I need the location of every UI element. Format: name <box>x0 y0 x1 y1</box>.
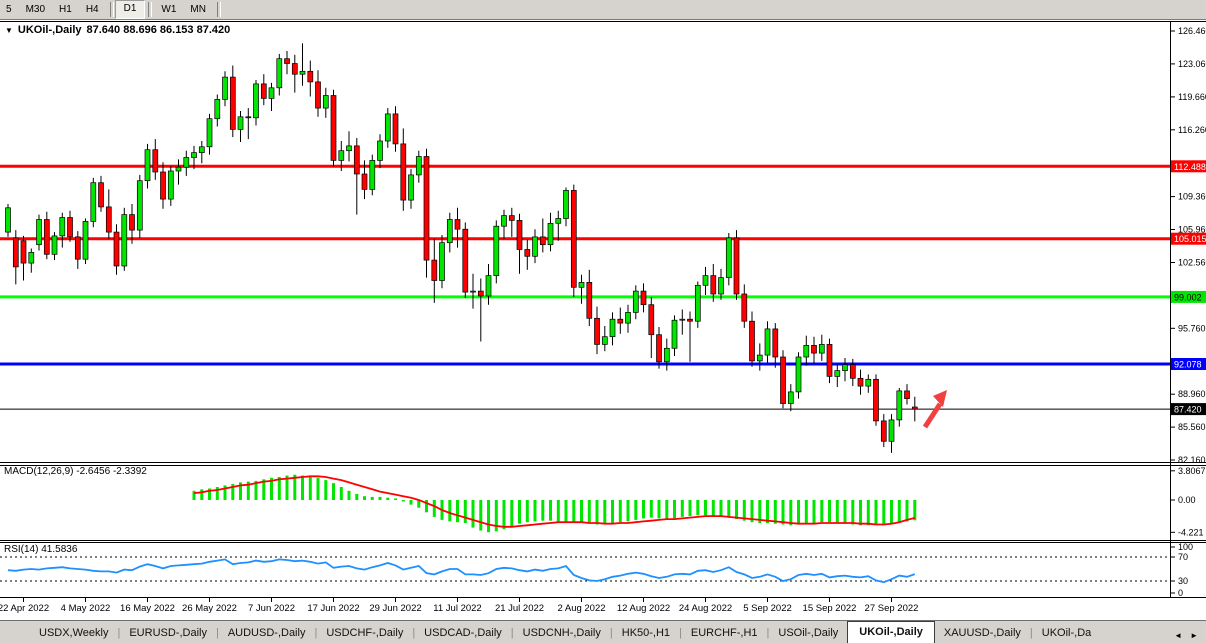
tab-scroll-right-button[interactable]: ► <box>1190 631 1198 640</box>
price-axis[interactable] <box>1170 19 1206 598</box>
tab-separator: | <box>412 627 416 639</box>
tab-separator: | <box>117 627 121 639</box>
svg-text:116.260: 116.260 <box>1178 125 1206 135</box>
chart-symbol-label: UKOil-,Daily <box>17 24 82 36</box>
svg-text:119.660: 119.660 <box>1178 92 1206 102</box>
svg-text:87.420: 87.420 <box>1174 405 1202 415</box>
svg-text:12 Aug 2022: 12 Aug 2022 <box>617 603 670 614</box>
svg-text:85.560: 85.560 <box>1178 422 1206 432</box>
tab-ukoil-daily[interactable]: UKOil-,Daily <box>847 621 935 643</box>
svg-text:27 Sep 2022: 27 Sep 2022 <box>865 603 919 614</box>
svg-text:24 Aug 2022: 24 Aug 2022 <box>679 603 732 614</box>
tab-eurusd-daily[interactable]: EURUSD-,Daily <box>129 627 207 639</box>
chart-menu-icon[interactable]: ▼ <box>5 25 13 35</box>
tab-separator: | <box>1029 627 1033 639</box>
svg-text:0: 0 <box>1178 588 1183 598</box>
toolbar-separator <box>148 2 153 17</box>
tab-hk50-h1[interactable]: HK50-,H1 <box>621 627 671 639</box>
tab-list: USDX,Weekly | EURUSD-,Daily | AUDUSD-,Daily |… <box>0 621 1166 643</box>
tab-usdcnh-daily[interactable]: USDCNH-,Daily <box>522 627 601 639</box>
svg-text:-4.221: -4.221 <box>1178 527 1204 537</box>
tab-separator: | <box>679 627 682 639</box>
timeframe-button-d1[interactable]: D1 <box>114 0 146 19</box>
tab-xauusd-daily[interactable]: XAUUSD-,Daily <box>943 627 1021 639</box>
tab-separator: | <box>766 627 770 639</box>
svg-text:112.488: 112.488 <box>1174 162 1206 172</box>
svg-text:126.460: 126.460 <box>1178 26 1206 36</box>
svg-text:0.00: 0.00 <box>1178 495 1196 505</box>
timeframe-button-m30[interactable]: M30 <box>25 4 46 15</box>
chart-canvas[interactable]: 126.460 123.060 119.660 116.260 109.360 105.9… <box>0 19 1206 621</box>
svg-text:17 Jun 2022: 17 Jun 2022 <box>307 603 359 614</box>
svg-text:29 Jun 2022: 29 Jun 2022 <box>369 603 421 614</box>
svg-text:102.560: 102.560 <box>1178 258 1206 268</box>
svg-text:2 Aug 2022: 2 Aug 2022 <box>557 603 605 614</box>
svg-text:16 May 2022: 16 May 2022 <box>120 603 175 614</box>
timeframe-button-5[interactable]: 5 <box>6 4 12 15</box>
toolbar-separator <box>216 2 221 17</box>
tab-audusd-daily[interactable]: AUDUSD-,Daily <box>227 627 306 639</box>
tab-ukoil-da[interactable]: UKOil-,Da <box>1041 627 1092 639</box>
svg-text:105.960: 105.960 <box>1178 225 1206 235</box>
svg-text:100: 100 <box>1178 542 1193 552</box>
chart-title: ▼ UKOil-,Daily 87.640 88.696 86.153 87.4… <box>5 24 230 36</box>
tab-eurchf-h1[interactable]: EURCHF-,H1 <box>690 627 758 639</box>
svg-text:30: 30 <box>1178 576 1188 586</box>
timeframe-button-h4[interactable]: H4 <box>85 4 99 15</box>
timeframe-button-h1[interactable]: H1 <box>59 4 72 15</box>
tab-separator: | <box>609 627 613 639</box>
svg-text:7 Jun 2022: 7 Jun 2022 <box>248 603 295 614</box>
svg-text:88.960: 88.960 <box>1178 389 1206 399</box>
toolbar-separator <box>109 2 114 17</box>
tab-separator: | <box>215 627 219 639</box>
svg-text:92.078: 92.078 <box>1174 360 1202 370</box>
svg-text:21 Jul 2022: 21 Jul 2022 <box>495 603 544 614</box>
svg-text:105.015: 105.015 <box>1174 234 1206 244</box>
svg-text:22 Apr 2022: 22 Apr 2022 <box>0 603 49 614</box>
timeframe-button-mn[interactable]: MN <box>190 4 206 15</box>
svg-text:99.002: 99.002 <box>1174 292 1202 302</box>
rsi-indicator-label: RSI(14) 41.5836 <box>4 544 78 555</box>
chart-ohlc-values: 87.640 88.696 86.153 87.420 <box>86 24 231 36</box>
timeframe-button-w1[interactable]: W1 <box>161 4 177 15</box>
tab-usdx-weekly[interactable]: USDX,Weekly <box>39 627 109 639</box>
macd-indicator-label: MACD(12,26,9) -2.6456 -2.3392 <box>4 466 147 477</box>
tab-bar: USDX,Weekly | EURUSD-,Daily | AUDUSD-,Daily |… <box>0 620 1206 643</box>
svg-text:3.8067: 3.8067 <box>1178 466 1206 476</box>
svg-text:26 May 2022: 26 May 2022 <box>182 603 237 614</box>
svg-text:95.760: 95.760 <box>1178 323 1206 333</box>
toolbar: 5 M30 H1 H4 D1 W1 MN <box>0 0 1206 20</box>
tab-separator: | <box>314 627 318 639</box>
tab-separator: | <box>510 627 514 639</box>
svg-text:15 Sep 2022: 15 Sep 2022 <box>803 603 857 614</box>
svg-text:5 Sep 2022: 5 Sep 2022 <box>743 603 792 614</box>
tab-usdchf-daily[interactable]: USDCHF-,Daily <box>326 627 404 639</box>
tab-usdcad-daily[interactable]: USDCAD-,Daily <box>424 627 502 639</box>
svg-text:123.060: 123.060 <box>1178 59 1206 69</box>
tab-scrolls: ◄ ► <box>1166 631 1206 643</box>
time-axis[interactable] <box>0 598 1170 621</box>
svg-text:11 Jul 2022: 11 Jul 2022 <box>433 603 481 614</box>
svg-text:4 May 2022: 4 May 2022 <box>61 603 111 614</box>
tab-usoil-daily[interactable]: USOil-,Daily <box>778 627 839 639</box>
svg-text:109.360: 109.360 <box>1178 192 1206 202</box>
tab-scroll-left-button[interactable]: ◄ <box>1174 631 1183 640</box>
svg-text:70: 70 <box>1178 552 1188 562</box>
svg-text:82.160: 82.160 <box>1178 455 1206 465</box>
